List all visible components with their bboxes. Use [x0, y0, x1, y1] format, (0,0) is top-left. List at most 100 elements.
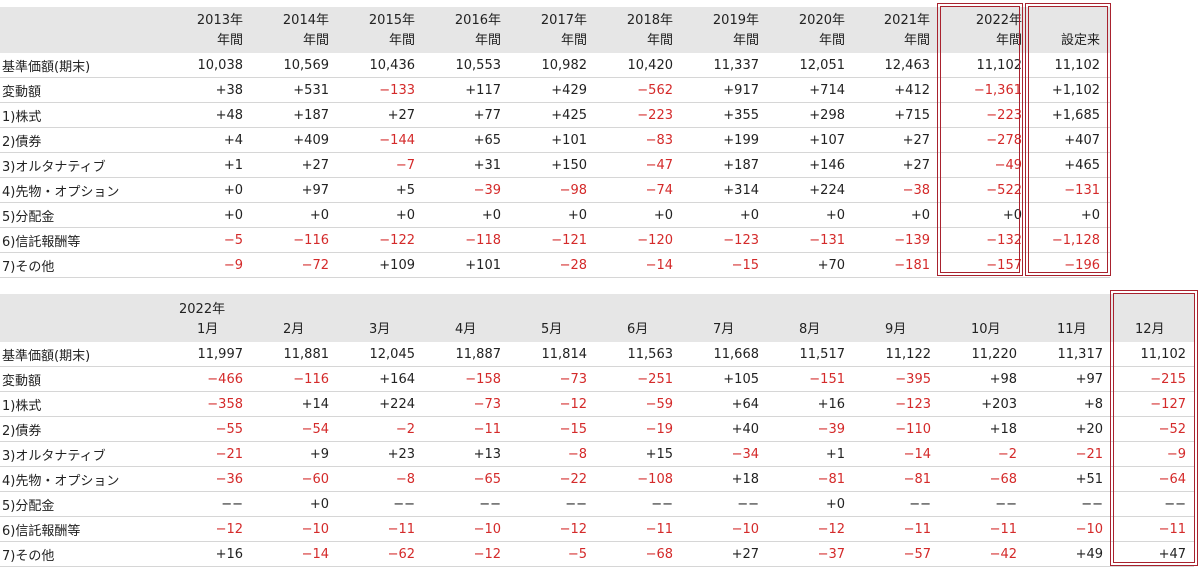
table-cell: −73 — [505, 366, 591, 392]
table-cell: −7 — [333, 152, 419, 178]
table-cell: 10,420 — [591, 53, 677, 78]
table-cell: +105 — [677, 366, 763, 392]
table-cell: +187 — [677, 152, 763, 178]
row-label: 変動額 — [0, 366, 161, 392]
row-label: 4)先物・オプション — [0, 466, 161, 492]
monthly-column-header: 5月 — [505, 294, 591, 342]
table-cell: −10 — [247, 516, 333, 542]
table-cell: −12 — [505, 391, 591, 417]
table-cell: +355 — [677, 102, 763, 128]
table-cell: +0 — [591, 202, 677, 228]
header-line1: 2014年 — [282, 13, 329, 28]
header-line2: 4月 — [455, 322, 477, 337]
table-cell: 10,569 — [247, 53, 333, 78]
table-cell: +18 — [677, 466, 763, 492]
table-row: 7)その他 −9 −72 +109 +101 −28 −14 −15 +70 −181 −157 −1… — [0, 252, 1110, 278]
header-line2: 設定来 — [1060, 33, 1100, 48]
monthly-column-header: 8月 — [763, 294, 849, 342]
table-cell: −11 — [1107, 516, 1194, 542]
header-line1 — [849, 300, 931, 320]
table-cell: −39 — [419, 177, 505, 203]
table-row: 6)信託報酬等 −12 −10 −11 −10 −12 −11 −10 −12 −11 −11 −10… — [0, 516, 1194, 542]
table-cell: +97 — [1021, 366, 1107, 392]
annual-column-header: 設定来 — [1026, 7, 1110, 53]
annual-column-header: 2017年 年間 — [505, 7, 591, 53]
table-cell: +0 — [1026, 202, 1110, 228]
table-cell: 11,668 — [677, 342, 763, 367]
table-cell: 11,563 — [591, 342, 677, 367]
table-cell: −123 — [849, 391, 935, 417]
header-line1 — [419, 300, 501, 320]
table-cell: −− — [677, 491, 763, 517]
table-cell: +15 — [591, 441, 677, 467]
header-line1 — [591, 300, 673, 320]
table-cell: −9 — [1107, 441, 1194, 467]
header-line2: 7月 — [713, 322, 735, 337]
table-cell: −34 — [677, 441, 763, 467]
header-line1: 2013年 — [196, 13, 243, 28]
table-cell: +77 — [419, 102, 505, 128]
table-cell: +49 — [1021, 541, 1107, 567]
header-line2: 1月 — [197, 322, 219, 337]
table-cell: −68 — [591, 541, 677, 567]
annual-column-header: 2015年 年間 — [333, 7, 419, 53]
table-cell: 11,122 — [849, 342, 935, 367]
table-cell: 11,102 — [1107, 342, 1194, 367]
table-cell: −42 — [935, 541, 1021, 567]
table-cell: +187 — [247, 102, 333, 128]
header-line1 — [333, 300, 415, 320]
table-cell: −− — [591, 491, 677, 517]
table-cell: −59 — [591, 391, 677, 417]
header-line1 — [1107, 300, 1190, 320]
header-line2: 2月 — [283, 322, 305, 337]
table-cell: −215 — [1107, 366, 1194, 392]
table-cell: 12,045 — [333, 342, 419, 367]
row-label: 変動額 — [0, 77, 161, 103]
table-cell: 10,038 — [161, 53, 247, 78]
table-cell: −21 — [1021, 441, 1107, 467]
table-cell: −157 — [934, 252, 1026, 278]
header-line1: 2016年 — [454, 13, 501, 28]
monthly-column-header: 2022年 1月 — [161, 294, 247, 342]
table-cell: +16 — [763, 391, 849, 417]
table-cell: −28 — [505, 252, 591, 278]
table-cell: +0 — [849, 202, 934, 228]
table-cell: −52 — [1107, 416, 1194, 442]
table-cell: +224 — [333, 391, 419, 417]
table-cell: −− — [505, 491, 591, 517]
table-cell: +0 — [934, 202, 1026, 228]
table-cell: +199 — [677, 127, 763, 153]
table-cell: +531 — [247, 77, 333, 103]
header-line2: 年間 — [216, 33, 243, 48]
row-label: 6)信託報酬等 — [0, 516, 161, 542]
row-label: 5)分配金 — [0, 491, 161, 517]
table-row: 5)分配金 −− +0 −− −− −− −− −− +0 −− −− −− −− — [0, 491, 1194, 517]
table-cell: −122 — [333, 227, 419, 253]
table-cell: −54 — [247, 416, 333, 442]
table-cell: +0 — [247, 491, 333, 517]
table-cell: −1,361 — [934, 77, 1026, 103]
table-cell: −− — [161, 491, 247, 517]
table-cell: +101 — [505, 127, 591, 153]
table-cell: −10 — [677, 516, 763, 542]
table-cell: −1,128 — [1026, 227, 1110, 253]
table-cell: +407 — [1026, 127, 1110, 153]
table-cell: +51 — [1021, 466, 1107, 492]
header-line1: 2017年 — [540, 13, 587, 28]
table-cell: +64 — [677, 391, 763, 417]
header-line2: 12月 — [1135, 322, 1165, 337]
table-cell: −8 — [333, 466, 419, 492]
table-cell: −11 — [849, 516, 935, 542]
table-cell: −8 — [505, 441, 591, 467]
table-cell: −− — [1021, 491, 1107, 517]
table-cell: 10,553 — [419, 53, 505, 78]
table-cell: −223 — [591, 102, 677, 128]
table-cell: −62 — [333, 541, 419, 567]
table-cell: −60 — [247, 466, 333, 492]
table-cell: +298 — [763, 102, 849, 128]
table-cell: +38 — [161, 77, 247, 103]
table-cell: +0 — [247, 202, 333, 228]
table-cell: −49 — [934, 152, 1026, 178]
table-cell: +425 — [505, 102, 591, 128]
table-cell: −110 — [849, 416, 935, 442]
